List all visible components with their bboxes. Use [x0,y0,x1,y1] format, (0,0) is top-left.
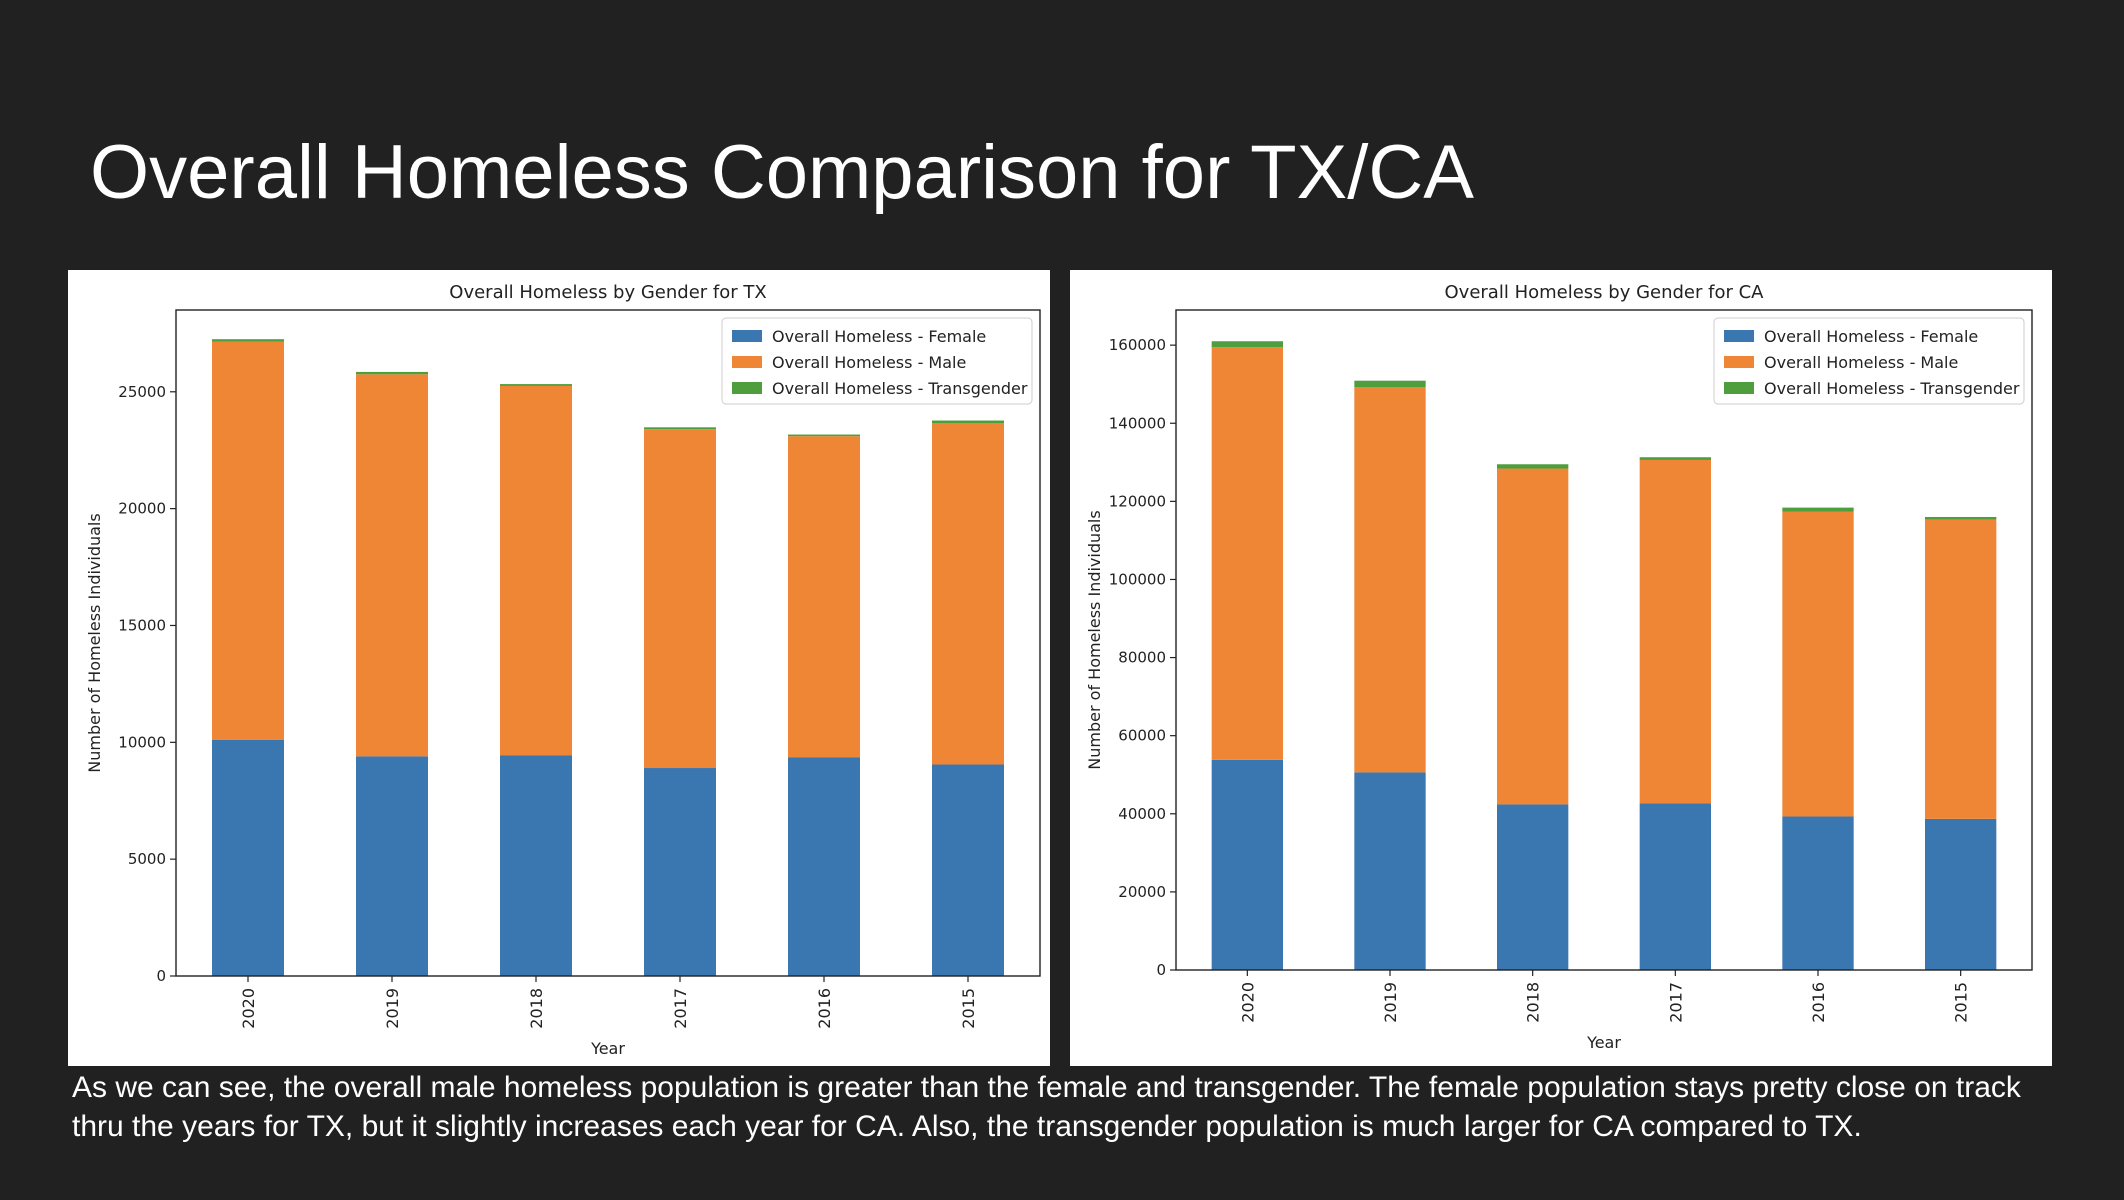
chart-0-legend-box [721,317,1033,405]
chart-0-xlabel: Year [590,1039,625,1058]
chart-1-bar-transgender-2016 [1782,507,1854,512]
chart-1-plot-frame [1175,309,2033,971]
chart-0-legend: Overall Homeless - Female Overall Homeles… [721,317,1033,405]
chart-0-bar-female-2020 [212,739,284,976]
chart-1-legend-label-female: Overall Homeless - Female [1764,327,1978,346]
chart-0-xtick-label-2020: 2020 [239,988,258,1029]
chart-1-xtick-label-2015: 2015 [1952,982,1971,1023]
slide-caption: As we can see, the overall male homeless… [72,1071,2021,1143]
chart-0-title: Overall Homeless by Gender for TX [449,282,766,303]
chart-0-xtick-label-2016: 2016 [815,988,834,1029]
chart-1-xtick-label-2018: 2018 [1524,982,1543,1023]
chart-0-bar-male-2015 [932,423,1004,765]
chart-1-bar-transgender-2015 [1925,516,1997,520]
chart-1-bar-male-2015 [1925,519,1997,819]
chart-0-bar-transgender-2018 [500,384,572,386]
chart-1-bar-male-2018 [1497,468,1569,805]
slide-title: Overall Homeless Comparison for TX/CA [90,130,1474,215]
chart-1-legend-box [1713,317,2025,405]
chart-0-bar-transgender-2015 [932,420,1004,424]
chart-0-xtick-label-2017: 2017 [671,988,690,1029]
chart-1-bar-male-2017 [1639,459,1711,804]
chart-1-title: Overall Homeless by Gender for CA [1445,282,1765,303]
chart-0-bar-male-2019 [356,374,428,757]
chart-0-xtick-label-2015: 2015 [959,988,978,1029]
chart-0-legend-label-male: Overall Homeless - Male [772,353,966,372]
chart-0-bar-male-2018 [500,385,572,756]
chart-1-legend-swatch-transgender [1724,382,1754,394]
chart-0-legend-swatch-male [732,356,762,368]
chart-1-bar-female-2019 [1354,772,1426,970]
chart-0-bar-female-2015 [932,764,1004,976]
chart-1-bar-transgender-2019 [1354,380,1426,388]
chart-1-ytick-label-20000: 20000 [1118,883,1166,901]
chart-0-ytick-label-5000: 5000 [128,850,166,868]
chart-1-legend: Overall Homeless - Female Overall Homeles… [1713,317,2025,405]
chart-tx: Overall Homeless by Gender for TX 2020 201… [85,282,1041,1058]
chart-1-legend-swatch-male [1724,356,1754,368]
chart-0-bar-female-2018 [500,755,572,976]
chart-1-bar-male-2019 [1354,387,1426,773]
chart-0-ytick-label-15000: 15000 [118,616,166,634]
chart-1-ytick-label-160000: 160000 [1109,336,1166,354]
chart-1-legend-swatch-female [1724,330,1754,342]
chart-1-bar-female-2016 [1782,816,1854,970]
chart-0-ytick-label-10000: 10000 [118,733,166,751]
chart-1-ytick-label-60000: 60000 [1118,727,1166,745]
chart-1-legend-label-male: Overall Homeless - Male [1764,353,1958,372]
chart-1-bar-female-2020 [1211,759,1283,970]
chart-0-bar-transgender-2019 [356,371,428,375]
chart-1-bar-male-2016 [1782,511,1854,817]
chart-0-legend-label-transgender: Overall Homeless - Transgender [772,379,1028,398]
chart-1-ytick-label-100000: 100000 [1109,570,1166,588]
chart-0-legend-swatch-transgender [732,382,762,394]
chart-0-legend-swatch-female [732,330,762,342]
chart-1-ytick-label-140000: 140000 [1109,414,1166,432]
chart-ca: Overall Homeless by Gender for CA 2020 201… [1085,282,2033,1052]
chart-1-bar-transgender-2020 [1211,341,1283,348]
chart-0-bar-transgender-2020 [212,339,284,342]
chart-1-bar-transgender-2018 [1497,464,1569,469]
chart-1-legend-label-transgender: Overall Homeless - Transgender [1764,379,2020,398]
chart-0-bar-female-2016 [788,757,860,976]
chart-0-ytick-label-25000: 25000 [118,383,166,401]
chart-0-bar-female-2017 [644,768,716,976]
chart-0-bar-male-2016 [788,436,860,758]
chart-1-xtick-label-2020: 2020 [1238,982,1257,1023]
chart-1-bar-female-2015 [1925,818,1997,970]
chart-1-bar-female-2018 [1497,804,1569,970]
chart-0-ylabel: Number of Homeless Individuals [85,513,104,772]
chart-1-xlabel: Year [1586,1033,1621,1052]
chart-0-ytick-label-20000: 20000 [118,500,166,518]
chart-0-bar-male-2020 [212,341,284,740]
chart-1-xtick-label-2017: 2017 [1666,982,1685,1023]
chart-0-xtick-label-2019: 2019 [383,988,402,1029]
chart-1-ytick-label-0: 0 [1156,961,1166,979]
chart-0-plot-frame [175,309,1041,977]
chart-0-bar-male-2017 [644,429,716,769]
chart-1-xtick-label-2016: 2016 [1809,982,1828,1023]
chart-0-legend-label-female: Overall Homeless - Female [772,327,986,346]
chart-0-xtick-label-2018: 2018 [527,988,546,1029]
chart-panel-tx: Overall Homeless by Gender for TX 2020 201… [68,270,1050,1066]
chart-1-ytick-label-120000: 120000 [1109,492,1166,510]
chart-0-bar-transgender-2017 [644,427,716,430]
chart-1-ylabel: Number of Homeless Individuals [1085,510,1104,769]
chart-1-bar-male-2020 [1211,347,1283,760]
chart-1-ytick-label-80000: 80000 [1118,649,1166,667]
chart-1-xtick-label-2019: 2019 [1381,982,1400,1023]
chart-0-bar-transgender-2016 [788,434,860,437]
chart-1-bar-female-2017 [1639,803,1711,970]
chart-panel-ca: Overall Homeless by Gender for CA 2020 201… [1070,270,2052,1066]
chart-1-ytick-label-40000: 40000 [1118,805,1166,823]
chart-1-bar-transgender-2017 [1639,457,1711,460]
chart-0-bar-female-2019 [356,756,428,976]
chart-0-ytick-label-0: 0 [156,967,166,985]
